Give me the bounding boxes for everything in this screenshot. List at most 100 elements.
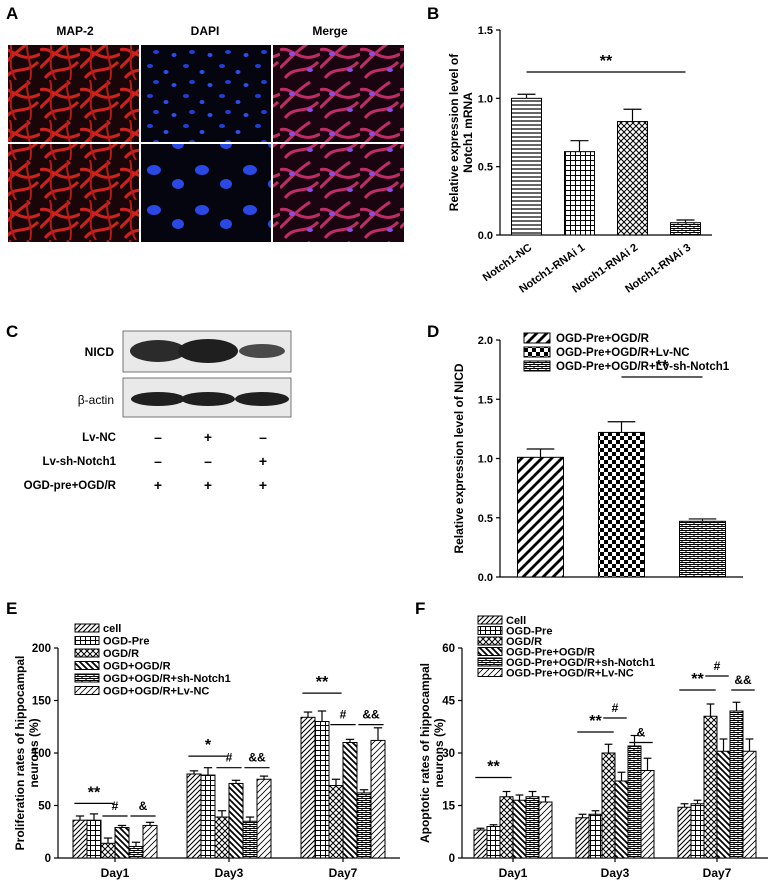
band-nicd-1: [130, 340, 186, 362]
legend-swatch: [477, 647, 503, 656]
bar: [356, 792, 372, 859]
bar: [72, 819, 88, 859]
bar: [473, 829, 488, 859]
bar: [677, 806, 692, 859]
y-tick-label: 15: [442, 801, 455, 813]
y-axis-label: neurons (%): [27, 718, 41, 787]
significance-label: **: [589, 713, 602, 730]
bar: [614, 780, 629, 859]
bar: [525, 796, 540, 859]
micrograph-map2-low: [8, 45, 139, 142]
legend-label: OGD-Pre+OGD/R+sh-Notch1: [506, 657, 655, 669]
legend-e: cellOGD-PreOGD/ROGD+OGD/ROGD+OGD/R+sh-No…: [74, 623, 231, 698]
legend-label: OGD-Pre+OGD/R: [506, 647, 595, 659]
bar: [670, 222, 701, 236]
x-tick-label: Day3: [215, 866, 244, 880]
x-tick-label: Day1: [101, 866, 130, 880]
y-tick-label: 0.0: [478, 572, 493, 584]
condition-mark: +: [259, 477, 267, 493]
micrograph-dapi-high: [141, 144, 271, 242]
bar: [328, 785, 344, 859]
panel-b: B: [427, 4, 439, 23]
legend-swatch: [74, 661, 100, 670]
legend-swatch: [74, 673, 100, 683]
bar: [342, 742, 358, 859]
x-tick-label: Day3: [601, 866, 630, 880]
condition-mark: +: [154, 477, 162, 493]
column-label-dapi: DAPI: [191, 24, 220, 38]
bar: [511, 97, 542, 236]
micrograph-merge-low: [273, 45, 404, 142]
significance-label: &&: [248, 751, 266, 765]
legend-label: OGD-Pre: [506, 626, 552, 638]
panel-letter-d: D: [427, 322, 439, 341]
legend-label: OGD+OGD/R: [103, 661, 171, 673]
condition-label: OGD-pre+OGD/R: [24, 480, 117, 492]
condition-mark: –: [154, 453, 162, 469]
bar: [242, 820, 258, 859]
chart-e: 0 50 100 150 200 Day1 Day3 Day7 Proliferation ra…: [13, 643, 400, 880]
condition-mark: +: [204, 477, 212, 493]
bar: [128, 845, 144, 859]
legend-label: cell: [103, 623, 121, 635]
y-tick-label: 0.5: [478, 513, 493, 525]
bar: [679, 520, 726, 578]
y-tick-label: 1.0: [478, 93, 493, 105]
chart-f: 0 15 30 45 60 Day1 Day3 Day7 Apoptotic rates of …: [418, 643, 768, 880]
legend-swatch: [523, 360, 551, 372]
condition-label: Lv-NC: [82, 432, 116, 444]
legend-label: OGD/R: [103, 648, 139, 660]
y-tick-label: 0: [449, 853, 455, 865]
legend-f: CellOGD-PreOGD/ROGD-Pre+OGD/ROGD-Pre+OGD…: [477, 615, 655, 680]
bar: [742, 750, 757, 859]
band-nicd-2: [178, 339, 238, 363]
y-tick-label: 2.0: [478, 335, 493, 347]
x-tick-label: Notch1-NC: [481, 242, 534, 284]
bar: [601, 752, 616, 859]
panel-a: A MAP-2 DAPI Merge: [6, 4, 404, 242]
significance-label: &&: [362, 708, 380, 722]
legend-swatch: [477, 615, 503, 625]
y-tick-label: 150: [32, 696, 51, 708]
panel-e: E cellOGD-PreOGD/ROGD+OGD/ROGD+OGD/R+sh-…: [6, 599, 231, 698]
micrograph-map2-high: [8, 144, 139, 242]
bar: [690, 803, 705, 859]
bar: [486, 826, 501, 859]
panel-c: C NICD β-actin Lv-NC – + – Lv-sh-Notch1 – – + OG…: [6, 322, 292, 493]
y-axis-label: Apoptotic rates of hippocampal: [418, 663, 432, 843]
y-tick-label: 1.0: [478, 454, 493, 466]
significance-label: **: [316, 674, 329, 691]
condition-mark: +: [204, 429, 212, 445]
bar: [716, 750, 731, 859]
blot-label-nicd: NICD: [85, 345, 115, 359]
legend-label: OGD+OGD/R+sh-Notch1: [103, 673, 231, 685]
significance-label: &: [139, 799, 148, 813]
significance-label: *: [205, 737, 212, 754]
bar: [114, 827, 130, 859]
bar: [575, 817, 590, 859]
legend-label: Cell: [506, 615, 526, 627]
legend-swatch: [523, 346, 551, 358]
panel-letter-c: C: [6, 322, 18, 341]
bar: [186, 773, 202, 859]
y-tick-label: 1.5: [478, 25, 493, 37]
y-axis-label: Proliferation rates of hippocampal: [13, 656, 27, 851]
x-tick-label: Day7: [329, 866, 358, 880]
bar: [627, 745, 642, 859]
micrograph-merge-high: [273, 144, 404, 242]
y-tick-label: 0.5: [478, 162, 493, 174]
legend-swatch: [74, 623, 100, 633]
x-tick-label: Day1: [499, 866, 528, 880]
bar: [314, 721, 330, 859]
x-tick-label: Day7: [703, 866, 732, 880]
bar: [538, 801, 553, 859]
y-tick-label: 0.0: [478, 230, 493, 242]
y-tick-label: 0: [45, 853, 51, 865]
band-nicd-3: [239, 344, 285, 358]
legend-swatch: [477, 626, 503, 635]
legend-d: OGD-Pre+OGD/R OGD-Pre+OGD/R+Lv-NC OGD-Pre+…: [523, 332, 730, 373]
legend-swatch: [523, 332, 551, 344]
panel-letter-a: A: [6, 4, 18, 23]
